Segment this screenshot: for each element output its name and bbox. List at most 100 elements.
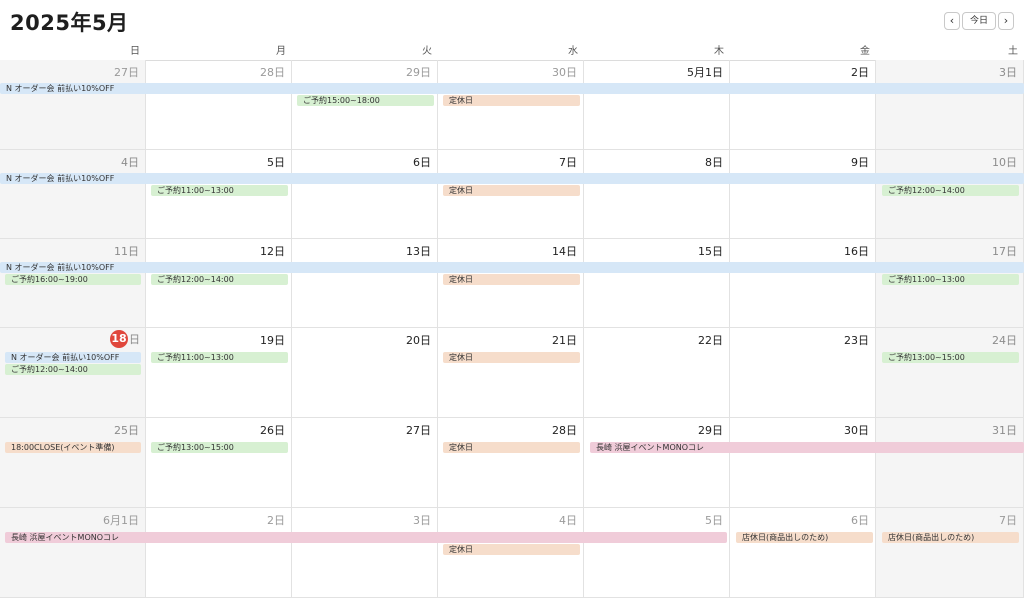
event-reservation[interactable]: ご予約13:00~15:00: [882, 352, 1019, 363]
day-cell[interactable]: 5日: [584, 508, 730, 598]
event-order-sale[interactable]: N オーダー会 前払い10%OFF: [0, 173, 1024, 184]
today-button[interactable]: 今日: [962, 12, 996, 30]
day-cell[interactable]: 24日: [876, 328, 1024, 418]
day-cell[interactable]: 7日: [438, 150, 584, 239]
day-number: 13日: [406, 245, 431, 258]
event-order-sale[interactable]: N オーダー会 前払い10%OFF: [0, 262, 1024, 273]
day-cell[interactable]: 29日: [584, 418, 730, 508]
event-reservation[interactable]: ご予約11:00~13:00: [151, 185, 288, 196]
day-cell[interactable]: 9日: [730, 150, 876, 239]
day-cell[interactable]: 13日: [292, 239, 438, 328]
event-closed[interactable]: 定休日: [443, 352, 580, 363]
event-closed[interactable]: 定休日: [443, 274, 580, 285]
today-indicator: 18 日: [110, 330, 140, 348]
day-cell[interactable]: 30日: [438, 60, 584, 150]
event-reservation[interactable]: ご予約12:00~14:00: [882, 185, 1019, 196]
day-number: 11日: [114, 245, 139, 258]
day-cell[interactable]: 15日: [584, 239, 730, 328]
day-cell[interactable]: 7日: [876, 508, 1024, 598]
weekday-thu: 木: [714, 46, 724, 57]
day-cell[interactable]: 6日: [730, 508, 876, 598]
day-number: 15日: [698, 245, 723, 258]
day-cell[interactable]: 25日: [0, 418, 146, 508]
event-reservation[interactable]: ご予約16:00~19:00: [5, 274, 141, 285]
event-store-closed[interactable]: 店休日(商品出しのため): [736, 532, 873, 543]
day-number: 28日: [260, 66, 285, 79]
day-cell[interactable]: 31日: [876, 418, 1024, 508]
day-number: 14日: [552, 245, 577, 258]
day-cell[interactable]: 27日: [0, 60, 146, 150]
weekday-fri: 金: [860, 46, 870, 57]
day-number: 6日: [851, 514, 869, 527]
day-number: 24日: [992, 334, 1017, 347]
event-closed[interactable]: 定休日: [443, 544, 580, 555]
event-reservation[interactable]: ご予約11:00~13:00: [151, 352, 288, 363]
event-reservation[interactable]: ご予約11:00~13:00: [882, 274, 1019, 285]
prev-month-button[interactable]: ‹: [944, 12, 960, 30]
day-number: 25日: [114, 424, 139, 437]
day-number: 29日: [698, 424, 723, 437]
today-date-suffix: 日: [129, 333, 140, 346]
day-number: 22日: [698, 334, 723, 347]
event-store-closed[interactable]: 店休日(商品出しのため): [882, 532, 1019, 543]
next-month-button[interactable]: ›: [998, 12, 1014, 30]
day-number: 5日: [705, 514, 723, 527]
event-order-sale[interactable]: N オーダー会 前払い10%OFF: [5, 352, 141, 363]
day-cell[interactable]: 6日: [292, 150, 438, 239]
day-cell[interactable]: 28日: [146, 60, 292, 150]
day-number: 28日: [552, 424, 577, 437]
event-closed[interactable]: 定休日: [443, 185, 580, 196]
day-number: 29日: [406, 66, 431, 79]
day-number: 16日: [844, 245, 869, 258]
weekday-tue: 火: [422, 46, 432, 57]
day-number: 30日: [844, 424, 869, 437]
day-cell[interactable]: 27日: [292, 418, 438, 508]
day-number: 26日: [260, 424, 285, 437]
day-cell[interactable]: 20日: [292, 328, 438, 418]
day-cell[interactable]: 5日: [146, 150, 292, 239]
event-close-early[interactable]: 18:00CLOSE(イベント準備): [5, 442, 141, 453]
event-order-sale[interactable]: N オーダー会 前払い10%OFF: [0, 83, 1024, 94]
event-reservation[interactable]: ご予約12:00~14:00: [151, 274, 288, 285]
event-closed[interactable]: 定休日: [443, 95, 580, 106]
day-cell[interactable]: 16日: [730, 239, 876, 328]
day-number: 19日: [260, 334, 285, 347]
event-reservation[interactable]: ご予約13:00~15:00: [151, 442, 288, 453]
day-cell[interactable]: 3日: [876, 60, 1024, 150]
event-reservation[interactable]: ご予約15:00~18:00: [297, 95, 434, 106]
day-cell[interactable]: 21日: [438, 328, 584, 418]
event-closed[interactable]: 定休日: [443, 442, 580, 453]
weekday-header: 日 月 火 水 木 金 土: [0, 40, 1024, 61]
day-number: 9日: [851, 156, 869, 169]
day-number: 6月1日: [103, 514, 139, 527]
event-reservation[interactable]: ご予約12:00~14:00: [5, 364, 141, 375]
day-cell[interactable]: 30日: [730, 418, 876, 508]
today-date-badge: 18: [110, 330, 128, 348]
event-hamaya-mono[interactable]: 長崎 浜屋イベントMONOコレ: [590, 442, 1024, 453]
day-cell[interactable]: 29日: [292, 60, 438, 150]
day-cell[interactable]: 28日: [438, 418, 584, 508]
day-cell[interactable]: 8日: [584, 150, 730, 239]
day-cell[interactable]: 2日: [730, 60, 876, 150]
day-number: 31日: [992, 424, 1017, 437]
day-cell[interactable]: 4日: [0, 150, 146, 239]
day-cell[interactable]: 26日: [146, 418, 292, 508]
day-number: 23日: [844, 334, 869, 347]
day-cell[interactable]: 22日: [584, 328, 730, 418]
day-cell[interactable]: 3日: [292, 508, 438, 598]
day-cell[interactable]: 6月1日: [0, 508, 146, 598]
day-cell[interactable]: 19日: [146, 328, 292, 418]
day-number: 5日: [267, 156, 285, 169]
day-number: 4日: [559, 514, 577, 527]
day-number: 3日: [999, 66, 1017, 79]
page-title: 2025年5月: [10, 11, 129, 35]
day-cell[interactable]: 23日: [730, 328, 876, 418]
day-cell[interactable]: 12日: [146, 239, 292, 328]
day-cell[interactable]: 5月1日: [584, 60, 730, 150]
day-number: 7日: [999, 514, 1017, 527]
day-number: 17日: [992, 245, 1017, 258]
day-cell[interactable]: 2日: [146, 508, 292, 598]
day-number: 5月1日: [687, 66, 723, 79]
event-hamaya-mono[interactable]: 長崎 浜屋イベントMONOコレ: [5, 532, 727, 543]
day-cell[interactable]: 14日: [438, 239, 584, 328]
